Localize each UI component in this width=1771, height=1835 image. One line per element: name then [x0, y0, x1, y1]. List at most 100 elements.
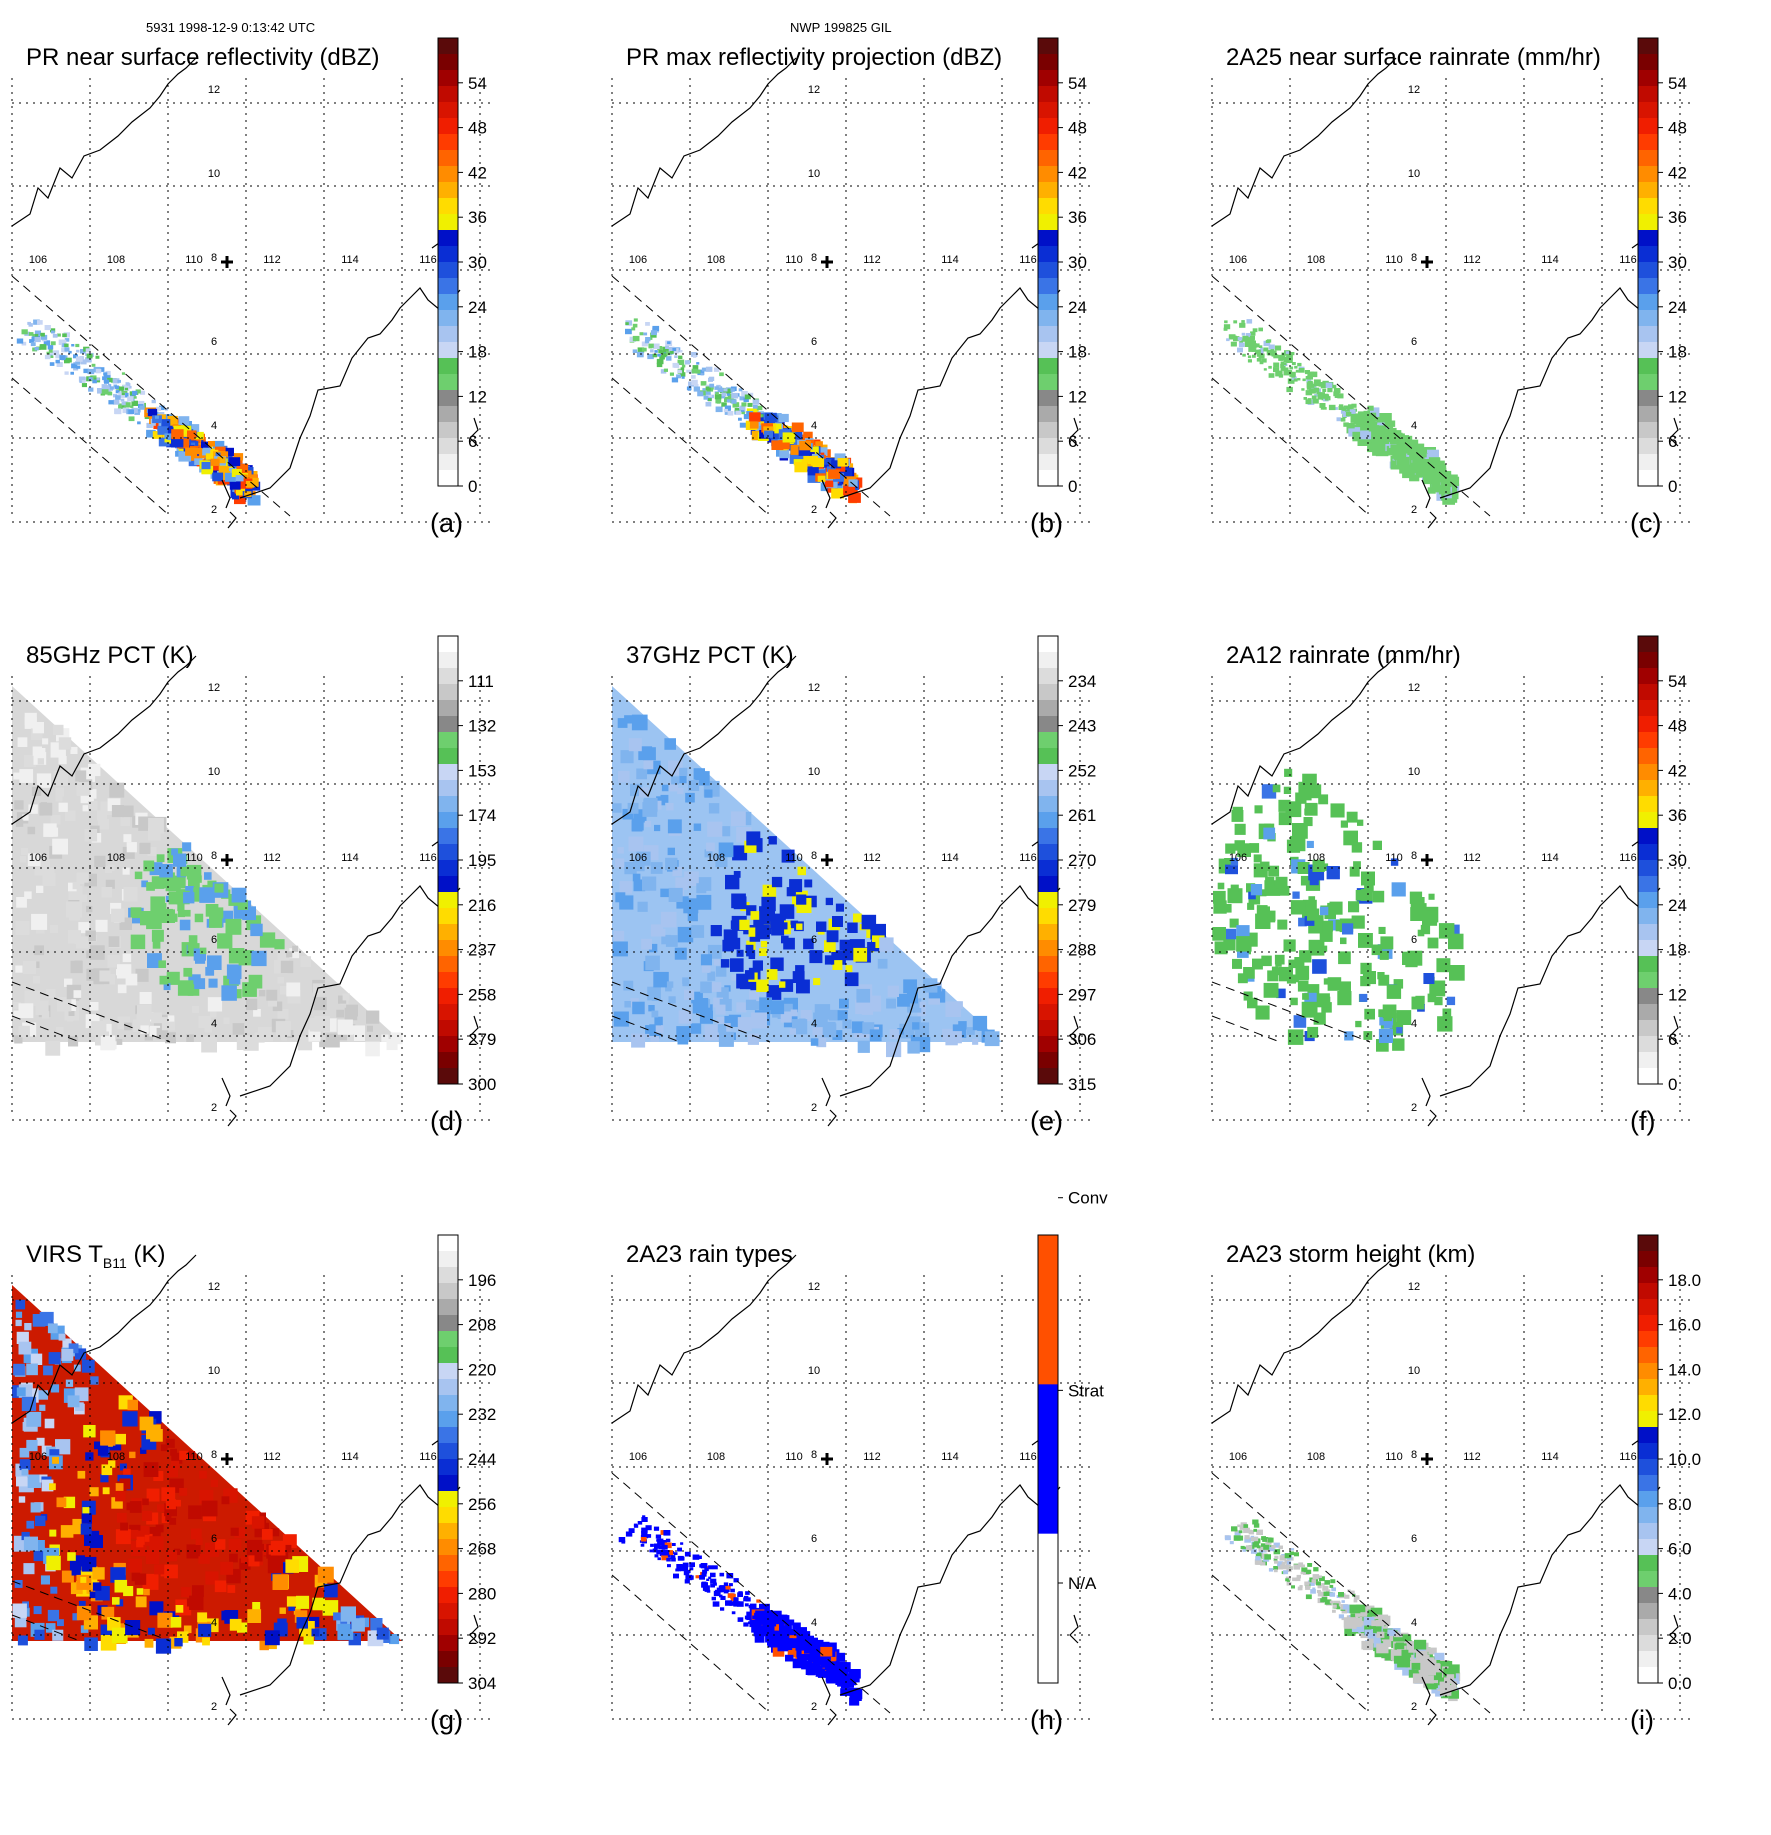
echo-cell [719, 1573, 724, 1577]
swath-cell [55, 787, 65, 797]
echo-cell [1344, 1608, 1351, 1614]
echo-cell [1324, 1599, 1332, 1605]
swath-cell [50, 1384, 60, 1393]
swath-cell [27, 853, 41, 867]
colorbar-segment [1638, 1475, 1658, 1492]
echo-cell [1289, 366, 1294, 370]
colorbar-segment [438, 86, 458, 103]
swath-cell [141, 880, 148, 888]
swath-cell [198, 1623, 212, 1637]
echo-cell [76, 349, 80, 353]
swath-cell [312, 1597, 325, 1611]
echo-cell [679, 372, 686, 377]
swath-cell [691, 991, 703, 1004]
colorbar-segment [438, 1475, 458, 1492]
swath-cell [285, 1559, 299, 1573]
swath-cell [186, 1544, 201, 1559]
swath-cell [733, 871, 741, 878]
swath-cell [286, 1596, 298, 1607]
lat-label: 6 [211, 934, 217, 946]
swath-cell [140, 1525, 150, 1535]
echo-cell [112, 378, 120, 384]
lat-label: 10 [1408, 766, 1420, 778]
echo-cell [730, 388, 735, 392]
echo-cell [644, 339, 650, 344]
echo-cell [1338, 406, 1344, 410]
swath-cell [733, 896, 747, 910]
echo-cell [1353, 1595, 1360, 1600]
echo-cell [1323, 1591, 1330, 1596]
swath-cell [101, 1606, 115, 1620]
echo-cell [1368, 421, 1378, 429]
colorbar-segment [438, 1347, 458, 1364]
echo-cell [219, 471, 231, 480]
echo-cell [667, 341, 671, 345]
swath-cell [325, 1033, 340, 1048]
swath-cell [624, 715, 633, 724]
echo-cell [848, 492, 861, 503]
swath-cell [266, 989, 278, 1001]
echo-cell [699, 1575, 705, 1580]
colorbar-segment [1638, 310, 1658, 327]
colorbar-segment [438, 1539, 458, 1556]
echo-cell [770, 429, 783, 440]
colorbar-segment [1638, 246, 1658, 263]
colorbar-segment [438, 438, 458, 455]
echo-cell [727, 1593, 734, 1598]
echo-cell [118, 386, 125, 391]
colorbar-segment [438, 310, 458, 327]
echo-cell [654, 1554, 659, 1558]
echo-cell [1277, 354, 1281, 359]
swath-cell [1288, 959, 1297, 969]
colorbar-tick-label: 0 [1068, 477, 1077, 496]
swath-cell [67, 930, 81, 944]
echo-cell [1314, 381, 1321, 387]
echo-cell [1410, 466, 1420, 474]
swath-cell [300, 956, 311, 967]
coastline-fragment [221, 479, 231, 509]
swath-cell [641, 938, 652, 950]
colorbar-tick-label: 243 [1068, 717, 1096, 736]
echo-cell [128, 409, 134, 415]
echo-cell [181, 425, 192, 434]
echo-cell [807, 1669, 816, 1676]
echo-cell [1344, 1627, 1356, 1636]
swath-cell [322, 1600, 339, 1616]
echo-cell [734, 1601, 741, 1606]
echo-cell [660, 1540, 667, 1546]
echo-cell [97, 388, 104, 394]
echo-cell [75, 343, 80, 348]
swath-cell [286, 982, 301, 997]
echo-cell [1307, 375, 1313, 380]
swath-cell [713, 997, 723, 1008]
echo-cell [1250, 343, 1257, 349]
echo-cell [125, 382, 130, 386]
swath-cell [684, 989, 695, 1000]
echo-cell [78, 376, 86, 382]
swath-cell [783, 937, 795, 950]
echo-cell [113, 399, 120, 405]
echo-cell [1261, 1562, 1266, 1566]
swath-cell [105, 865, 112, 873]
swath-cell [1293, 825, 1306, 838]
swath-cell [122, 953, 132, 963]
echo-cell [98, 367, 105, 372]
swath-cell [227, 1585, 236, 1593]
echo-cell [1295, 369, 1300, 373]
swath-cell [192, 1585, 204, 1598]
echo-cell [650, 332, 657, 338]
swath-cell [78, 1600, 86, 1608]
colorbar-segment [438, 342, 458, 359]
lon-label: 114 [941, 254, 959, 266]
swath-cell [770, 1000, 785, 1015]
swath-cell [26, 1520, 35, 1529]
swath-cell [183, 1625, 192, 1634]
echo-cell [657, 1538, 664, 1544]
swath-cell [749, 990, 760, 1002]
echo-cell [1352, 431, 1365, 442]
swath-cell [198, 1556, 206, 1564]
swath-cell [1429, 980, 1446, 997]
swath-cell [743, 927, 750, 935]
swath-cell [750, 911, 760, 920]
swath-cell [700, 981, 712, 994]
